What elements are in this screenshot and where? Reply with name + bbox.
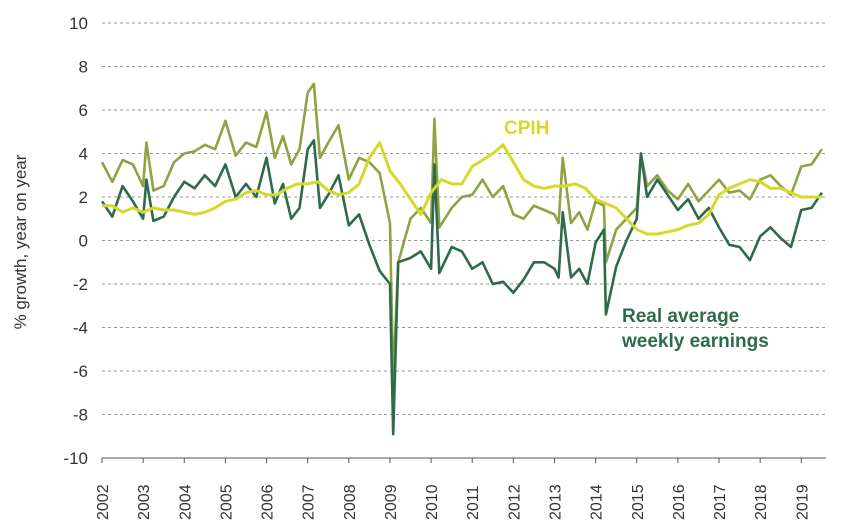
gridlines xyxy=(102,22,826,415)
x-tick-label: 2006 xyxy=(260,484,277,520)
y-tick-label: 6 xyxy=(79,101,88,120)
x-tick-label: 2010 xyxy=(424,484,441,520)
y-tick-label: 0 xyxy=(79,232,88,251)
real-earnings-series-label: Real average weekly earnings xyxy=(621,306,769,352)
y-tick-label: -10 xyxy=(63,449,88,468)
cpih-series-label: CPIH xyxy=(504,118,549,139)
y-tick-label: -4 xyxy=(73,319,88,338)
axes: 10 8 6 4 2 0 -2 -4 -6 -8 -10 2002 2003 2004 2005 2006 20… xyxy=(11,14,826,520)
x-tick-label: 2014 xyxy=(589,484,606,520)
cpih-line xyxy=(102,141,822,236)
x-tick-label: 2007 xyxy=(301,484,318,520)
y-tick-label: -2 xyxy=(73,275,88,294)
y-axis-label: % growth, year on year xyxy=(11,154,30,329)
x-tick-label: 2004 xyxy=(177,484,194,520)
x-tick-label: 2016 xyxy=(671,484,688,520)
x-tick-label: 2002 xyxy=(95,484,112,520)
x-tick-label: 2005 xyxy=(218,484,235,520)
x-tick-label: 2018 xyxy=(753,484,770,520)
series-label-line: Real average xyxy=(622,306,739,327)
y-tick-label: -6 xyxy=(73,362,88,381)
x-tick-label: 2012 xyxy=(506,484,523,520)
x-tick-label: 2008 xyxy=(342,484,359,520)
x-tick-label: 2017 xyxy=(712,484,729,520)
real-earnings-line xyxy=(100,139,823,436)
x-tick-label: 2011 xyxy=(465,485,482,520)
x-tick-label: 2019 xyxy=(794,484,811,520)
y-tick-label: 4 xyxy=(79,145,88,164)
labels: CPIH Real average weekly earnings xyxy=(504,118,769,352)
nominal-earnings-line xyxy=(100,82,823,384)
x-tick-label: 2013 xyxy=(548,484,565,520)
x-tick-label: 2003 xyxy=(136,484,153,520)
y-tick-label: 10 xyxy=(69,14,88,33)
y-tick-label: 8 xyxy=(79,58,88,77)
series-label-line: weekly earnings xyxy=(621,331,769,352)
y-tick-label: 2 xyxy=(79,188,88,207)
y-tick-label: -8 xyxy=(73,406,88,425)
x-tick-label: 2015 xyxy=(630,484,647,520)
series-lines xyxy=(100,82,823,436)
x-tick-label: 2009 xyxy=(383,484,400,520)
